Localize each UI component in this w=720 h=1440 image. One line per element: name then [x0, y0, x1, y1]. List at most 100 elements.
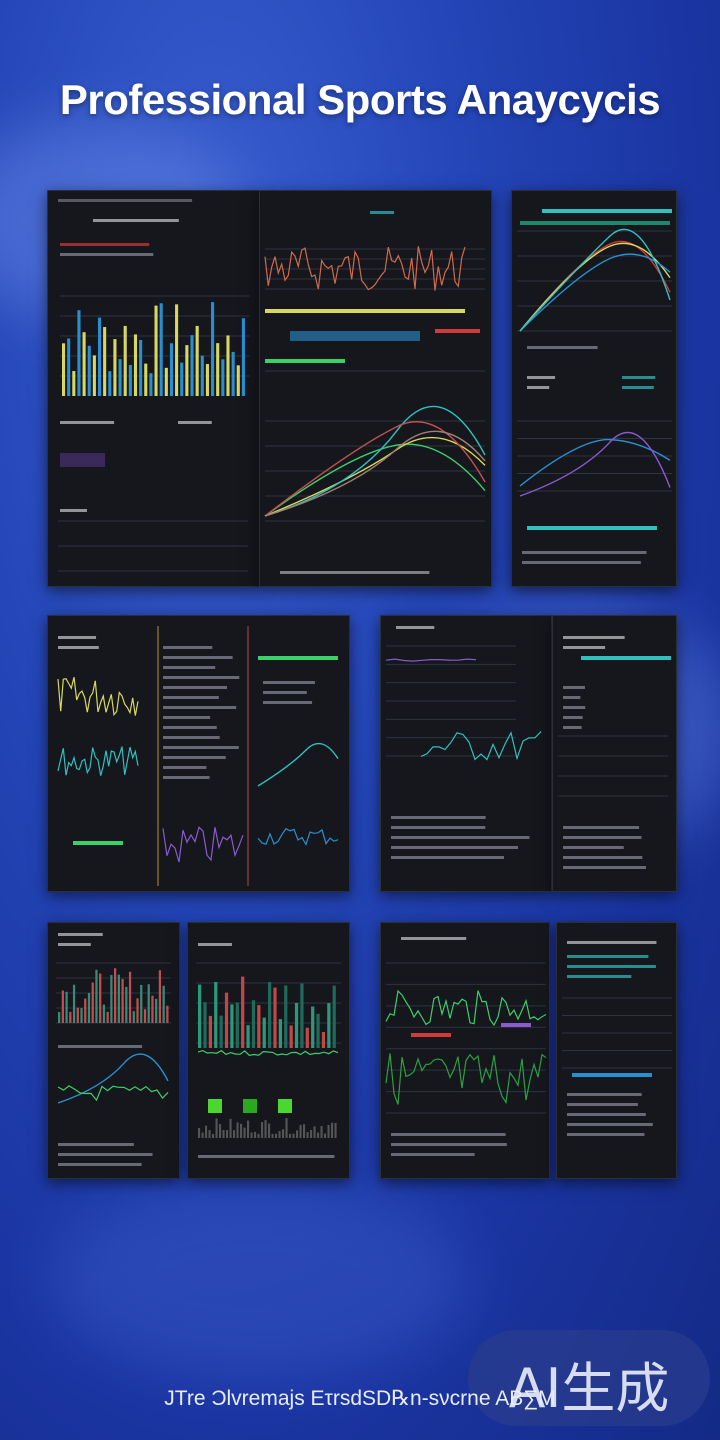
curve [519, 228, 671, 332]
bar [334, 1122, 337, 1138]
bar [275, 1133, 278, 1138]
bar [102, 1004, 106, 1023]
bar [118, 359, 122, 396]
text-placeholder [198, 943, 232, 946]
series-line [385, 1053, 547, 1105]
dashboard-panel-stats [552, 615, 677, 892]
bar [162, 985, 165, 1023]
text-placeholder [567, 1133, 645, 1136]
bar [185, 345, 189, 396]
bar [285, 1118, 288, 1138]
series-line [162, 826, 244, 863]
bar [251, 1000, 256, 1048]
progress-bar [527, 526, 657, 530]
dashboard-panel-lines [259, 190, 492, 587]
bar [65, 991, 68, 1023]
text-placeholder [622, 376, 656, 379]
bar [224, 992, 229, 1048]
text-placeholder [391, 1133, 506, 1136]
bar [140, 984, 143, 1023]
bar [278, 1019, 282, 1048]
bar [97, 317, 102, 396]
dashboard-panel-curves [511, 190, 677, 587]
bar [128, 971, 132, 1023]
bar [143, 1009, 147, 1023]
bar [278, 1131, 281, 1138]
text-placeholder [58, 933, 103, 936]
bar [205, 1125, 208, 1138]
bar [254, 1131, 257, 1138]
bar [95, 969, 98, 1023]
bar [231, 351, 235, 396]
bar [311, 1006, 315, 1048]
bar [128, 364, 132, 396]
band [290, 331, 420, 341]
text-placeholder [163, 726, 217, 729]
bar [114, 968, 117, 1023]
bar [84, 998, 87, 1023]
text-placeholder [163, 646, 213, 649]
text-placeholder [58, 199, 193, 202]
curve [257, 742, 339, 787]
text-placeholder [163, 696, 219, 699]
text-placeholder [163, 736, 220, 739]
bar [310, 1129, 313, 1138]
bar [332, 985, 336, 1048]
progress-bar [265, 359, 345, 363]
bar [155, 998, 158, 1023]
text-placeholder [563, 696, 581, 699]
bar [121, 978, 124, 1023]
bar [226, 335, 230, 396]
series-line [385, 658, 477, 662]
bar [257, 1005, 261, 1048]
bar [139, 339, 143, 396]
text-placeholder [563, 716, 583, 719]
bar [241, 976, 245, 1048]
text-placeholder [391, 1143, 507, 1146]
text-placeholder [93, 219, 179, 222]
text-placeholder [567, 1093, 642, 1096]
progress-bar [73, 841, 123, 845]
bar [208, 1130, 211, 1138]
bar [158, 970, 162, 1023]
dashboard-panel-list [556, 922, 677, 1179]
series-line [257, 827, 339, 846]
text-placeholder [280, 571, 430, 574]
bar [226, 1130, 229, 1138]
text-placeholder [522, 561, 641, 564]
text-placeholder [567, 975, 632, 978]
bar [289, 1133, 292, 1138]
bar [200, 355, 204, 396]
text-placeholder [163, 676, 240, 679]
text-placeholder [567, 1103, 638, 1106]
bar [87, 992, 91, 1023]
curve [264, 421, 486, 517]
text-placeholder [163, 766, 207, 769]
dashboard-panel-tracking [380, 615, 552, 892]
bar [136, 998, 139, 1023]
bar [233, 1130, 236, 1138]
bar [67, 338, 71, 396]
status-block [278, 1099, 292, 1113]
text-placeholder [58, 1163, 142, 1166]
text-placeholder [563, 686, 585, 689]
text-placeholder [60, 509, 87, 512]
bar [203, 1002, 207, 1048]
series-line [57, 1085, 169, 1102]
curve [519, 438, 671, 487]
progress-bar [572, 1073, 652, 1077]
bar [198, 1127, 201, 1138]
bar [151, 995, 154, 1023]
text-placeholder [60, 243, 150, 246]
text-placeholder [563, 826, 640, 829]
bar [230, 1004, 234, 1048]
bar [117, 974, 120, 1023]
bar [198, 984, 202, 1048]
progress-bar [542, 209, 672, 213]
bar [80, 1008, 83, 1023]
series-line [385, 989, 547, 1027]
text-placeholder [58, 1143, 134, 1146]
text-placeholder [163, 656, 233, 659]
bar [268, 982, 272, 1048]
bar [147, 984, 150, 1023]
